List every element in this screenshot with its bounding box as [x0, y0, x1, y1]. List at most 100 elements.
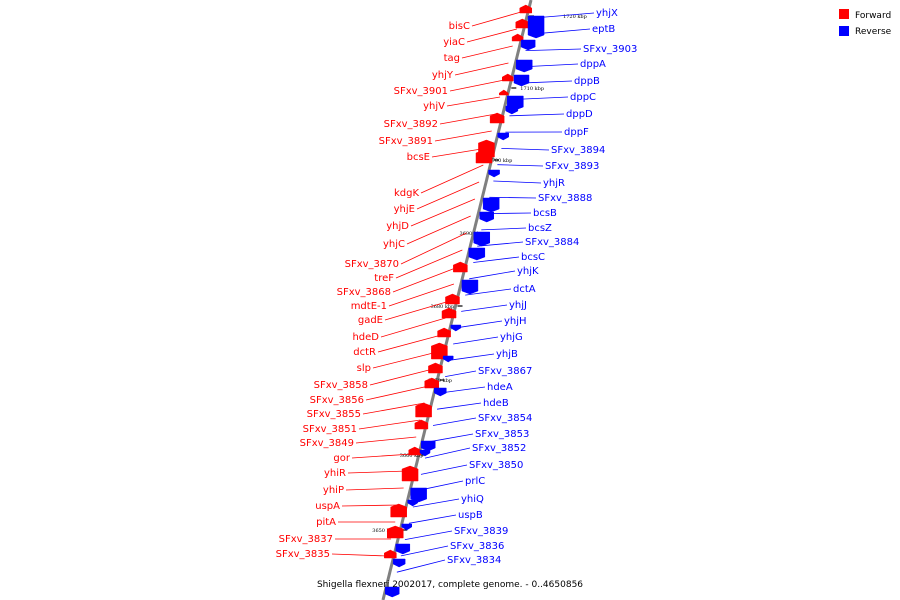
reverse-gene-glyph[interactable] — [468, 247, 486, 261]
reverse-gene-glyph[interactable] — [395, 543, 411, 555]
gene-label-dppc[interactable]: dppC — [570, 92, 596, 103]
reverse-gene-glyph[interactable] — [407, 499, 418, 507]
reverse-gene-glyph[interactable] — [419, 449, 431, 457]
gene-label-sfxv-3852[interactable]: SFxv_3852 — [472, 443, 526, 454]
gene-label-dppa[interactable]: dppA — [580, 59, 606, 70]
gene-label-yhjx[interactable]: yhjX — [596, 8, 618, 19]
reverse-gene-glyph[interactable] — [520, 39, 536, 51]
gene-label-bisc[interactable]: bisC — [449, 21, 470, 32]
gene-label-sfxv-3901[interactable]: SFxv_3901 — [394, 86, 448, 97]
gene-label-dppf[interactable]: dppF — [564, 127, 589, 138]
gene-label-bcsb[interactable]: bcsB — [533, 208, 557, 219]
gene-label-yhjk[interactable]: yhjK — [517, 266, 539, 277]
reverse-gene-glyph[interactable] — [420, 440, 436, 452]
gene-label-sfxv-3851[interactable]: SFxv_3851 — [303, 424, 357, 435]
gene-label-sfxv-3870[interactable]: SFxv_3870 — [345, 259, 399, 270]
reverse-gene-glyph[interactable] — [488, 169, 500, 178]
forward-gene-glyph[interactable] — [501, 73, 514, 82]
gene-label-slp[interactable]: slp — [357, 363, 371, 374]
gene-label-dcta[interactable]: dctA — [513, 284, 536, 295]
gene-label-sfxv-3836[interactable]: SFxv_3836 — [450, 541, 504, 552]
gene-label-sfxv-3858[interactable]: SFxv_3858 — [314, 380, 368, 391]
gene-label-sfxv-3868[interactable]: SFxv_3868 — [337, 287, 391, 298]
gene-label-uspb[interactable]: uspB — [458, 510, 483, 521]
forward-gene-glyph[interactable] — [475, 149, 493, 164]
forward-gene-glyph[interactable] — [453, 261, 468, 273]
gene-label-yhiq[interactable]: yhiQ — [461, 494, 484, 505]
gene-label-sfxv-3850[interactable]: SFxv_3850 — [469, 460, 523, 471]
forward-gene-glyph[interactable] — [401, 465, 419, 482]
reverse-gene-glyph[interactable] — [473, 231, 491, 247]
forward-gene-glyph[interactable] — [414, 419, 429, 430]
reverse-gene-glyph[interactable] — [513, 74, 530, 87]
gene-label-sfxv-3856[interactable]: SFxv_3856 — [310, 395, 364, 406]
gene-label-sfxv-3893[interactable]: SFxv_3893 — [545, 161, 599, 172]
gene-label-yhir[interactable]: yhiR — [324, 468, 346, 479]
gene-label-sfxv-3839[interactable]: SFxv_3839 — [454, 526, 508, 537]
gene-label-kdgk[interactable]: kdgK — [394, 188, 419, 199]
reverse-gene-glyph[interactable] — [401, 523, 412, 531]
reverse-gene-glyph[interactable] — [392, 558, 406, 568]
gene-label-dppd[interactable]: dppD — [566, 109, 593, 120]
forward-gene-glyph[interactable] — [415, 402, 432, 418]
gene-label-yhjc[interactable]: yhjC — [383, 239, 405, 250]
forward-gene-glyph[interactable] — [499, 89, 509, 96]
gene-label-sfxv-3837[interactable]: SFxv_3837 — [279, 534, 333, 545]
gene-label-hdea[interactable]: hdeA — [487, 382, 513, 393]
gene-label-yhjj[interactable]: yhjJ — [509, 300, 527, 311]
gene-label-sfxv-3903[interactable]: SFxv_3903 — [583, 44, 637, 55]
gene-label-bcsc[interactable]: bcsC — [521, 252, 545, 263]
gene-label-uspa[interactable]: uspA — [315, 501, 340, 512]
forward-gene-glyph[interactable] — [428, 362, 443, 374]
gene-label-yiac[interactable]: yiaC — [443, 37, 465, 48]
gene-label-sfxv-3854[interactable]: SFxv_3854 — [478, 413, 532, 424]
forward-gene-glyph[interactable] — [515, 18, 530, 29]
gene-label-sfxv-3884[interactable]: SFxv_3884 — [525, 237, 579, 248]
gene-label-dppb[interactable]: dppB — [574, 76, 600, 87]
reverse-gene-glyph[interactable] — [442, 355, 454, 363]
gene-label-sfxv-3834[interactable]: SFxv_3834 — [447, 555, 501, 566]
gene-label-yhjr[interactable]: yhjR — [543, 178, 565, 189]
reverse-gene-glyph[interactable] — [479, 211, 494, 223]
reverse-gene-glyph[interactable] — [482, 197, 500, 213]
reverse-gene-glyph[interactable] — [384, 586, 400, 598]
gene-label-tag[interactable]: tag — [444, 53, 460, 64]
gene-label-yhjy[interactable]: yhjY — [432, 70, 454, 81]
gene-label-yhje[interactable]: yhjE — [394, 204, 415, 215]
gene-label-sfxv-3855[interactable]: SFxv_3855 — [307, 409, 361, 420]
gene-label-sfxv-3853[interactable]: SFxv_3853 — [475, 429, 529, 440]
gene-label-tref[interactable]: treF — [374, 273, 394, 284]
forward-gene-glyph[interactable] — [390, 503, 407, 518]
gene-label-sfxv-3892[interactable]: SFxv_3892 — [384, 119, 438, 130]
gene-label-sfxv-3867[interactable]: SFxv_3867 — [478, 366, 532, 377]
gene-label-gade[interactable]: gadE — [358, 315, 383, 326]
gene-label-bcse[interactable]: bcsE — [407, 152, 430, 163]
gene-label-pita[interactable]: pitA — [316, 517, 336, 528]
gene-label-sfxv-3835[interactable]: SFxv_3835 — [276, 549, 330, 560]
gene-label-yhjv[interactable]: yhjV — [423, 101, 445, 112]
forward-gene-glyph[interactable] — [408, 446, 421, 456]
reverse-gene-glyph[interactable] — [527, 15, 545, 39]
reverse-gene-glyph[interactable] — [450, 324, 462, 332]
gene-label-sfxv-3888[interactable]: SFxv_3888 — [538, 193, 592, 204]
gene-label-yhjb[interactable]: yhjB — [496, 349, 518, 360]
forward-gene-glyph[interactable] — [441, 307, 457, 319]
reverse-gene-glyph[interactable] — [461, 279, 479, 295]
gene-label-gor[interactable]: gor — [333, 453, 350, 464]
gene-label-prlc[interactable]: prlC — [465, 476, 485, 487]
gene-label-eptb[interactable]: eptB — [592, 24, 615, 35]
gene-label-yhip[interactable]: yhiP — [323, 485, 344, 496]
gene-label-sfxv-3849[interactable]: SFxv_3849 — [300, 438, 354, 449]
gene-label-yhjg[interactable]: yhjG — [500, 332, 523, 343]
forward-gene-glyph[interactable] — [519, 4, 533, 14]
forward-gene-glyph[interactable] — [384, 549, 397, 559]
forward-gene-glyph[interactable] — [387, 525, 404, 539]
gene-label-hdeb[interactable]: hdeB — [483, 398, 509, 409]
gene-label-sfxv-3891[interactable]: SFxv_3891 — [379, 136, 433, 147]
reverse-gene-glyph[interactable] — [410, 487, 427, 503]
gene-label-bcsz[interactable]: bcsZ — [528, 223, 552, 234]
forward-gene-glyph[interactable] — [489, 112, 505, 124]
gene-label-sfxv-3894[interactable]: SFxv_3894 — [551, 145, 605, 156]
gene-label-yhjh[interactable]: yhjH — [504, 316, 527, 327]
reverse-gene-glyph[interactable] — [434, 387, 447, 397]
